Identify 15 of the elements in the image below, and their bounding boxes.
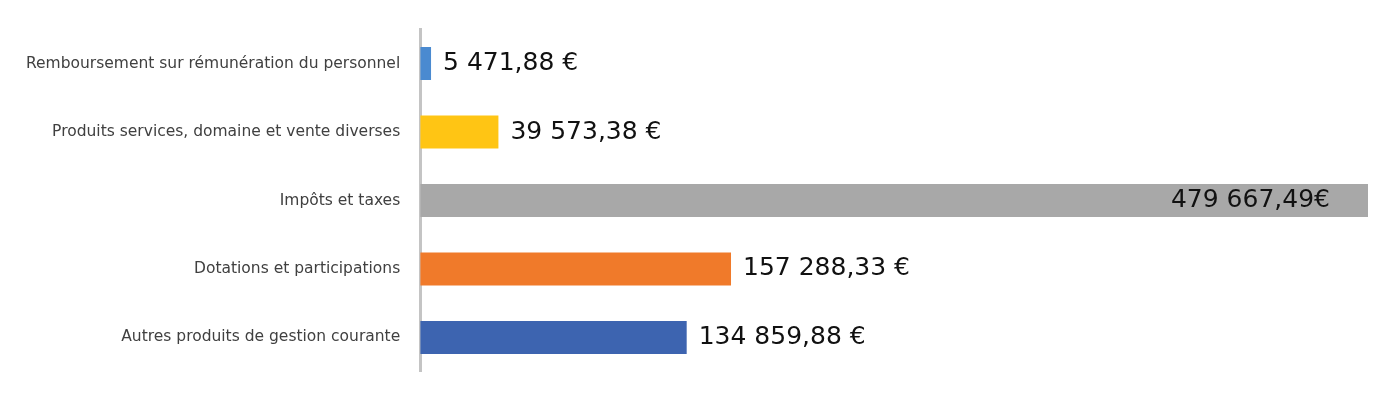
bar <box>420 252 732 286</box>
y-tick-label: Dotations et participations <box>193 259 401 278</box>
y-tick-label: Produits services, domaine et vente diverses <box>52 122 401 141</box>
y-tick-label: Remboursement sur rémunération du personnel <box>25 53 401 72</box>
data-label: 479 667,49€ <box>1170 184 1330 213</box>
y-tick-label: Impôts et taxes <box>279 190 401 209</box>
bar <box>420 184 1368 217</box>
bar <box>420 321 687 354</box>
bar <box>420 47 432 80</box>
data-label: 134 859,88 € <box>698 320 866 350</box>
data-label: 5 471,88 € <box>443 47 579 77</box>
y-tick-label: Autres produits de gestion courante <box>121 327 401 346</box>
bar <box>420 115 499 149</box>
data-label: 39 573,38 € <box>510 115 662 145</box>
data-label: 157 288,33 € <box>743 252 911 282</box>
